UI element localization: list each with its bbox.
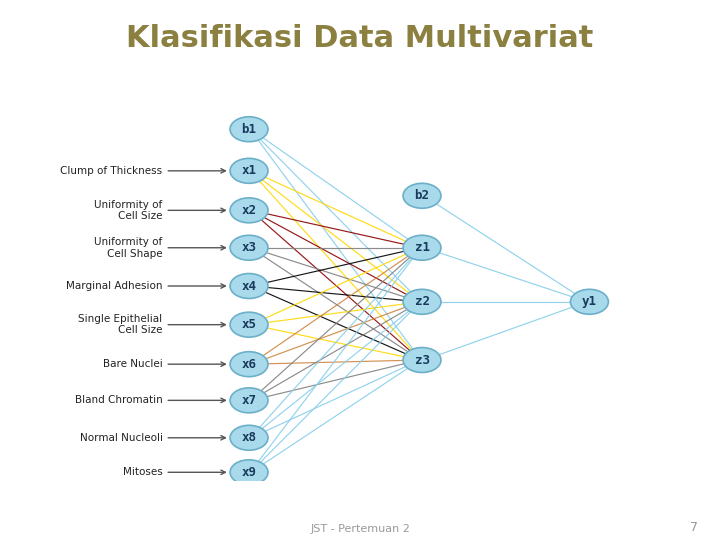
Text: Bare Nuclei: Bare Nuclei [103, 359, 163, 369]
Ellipse shape [403, 289, 441, 314]
Text: x1: x1 [241, 164, 256, 177]
Ellipse shape [403, 183, 441, 208]
Text: x4: x4 [241, 280, 256, 293]
Ellipse shape [230, 388, 268, 413]
Text: z2: z2 [415, 295, 430, 308]
Ellipse shape [230, 198, 268, 223]
Ellipse shape [403, 348, 441, 373]
Text: z3: z3 [415, 354, 430, 367]
Text: JST - Pertemuan 2: JST - Pertemuan 2 [310, 523, 410, 534]
Ellipse shape [230, 312, 268, 337]
Text: x7: x7 [241, 394, 256, 407]
Text: Klasifikasi Data Multivariat: Klasifikasi Data Multivariat [126, 24, 594, 53]
Text: Mitoses: Mitoses [123, 467, 163, 477]
Text: x2: x2 [241, 204, 256, 217]
Ellipse shape [230, 158, 268, 183]
Text: x8: x8 [241, 431, 256, 444]
Text: x6: x6 [241, 357, 256, 370]
Ellipse shape [230, 352, 268, 377]
Ellipse shape [403, 235, 441, 260]
Ellipse shape [230, 274, 268, 299]
Ellipse shape [230, 426, 268, 450]
Text: Uniformity of
Cell Shape: Uniformity of Cell Shape [94, 237, 163, 259]
Text: z1: z1 [415, 241, 430, 254]
Text: x9: x9 [241, 466, 256, 479]
Ellipse shape [230, 117, 268, 141]
Text: Uniformity of
Cell Size: Uniformity of Cell Size [94, 199, 163, 221]
Text: 7: 7 [690, 521, 698, 534]
Text: x3: x3 [241, 241, 256, 254]
Text: Clump of Thickness: Clump of Thickness [60, 166, 163, 176]
Text: Normal Nucleoli: Normal Nucleoli [79, 433, 163, 443]
Ellipse shape [230, 460, 268, 485]
Text: Marginal Adhesion: Marginal Adhesion [66, 281, 163, 291]
Text: b1: b1 [241, 123, 256, 136]
Text: y1: y1 [582, 295, 597, 308]
Ellipse shape [230, 235, 268, 260]
Ellipse shape [570, 289, 608, 314]
Text: Single Epithelial
Cell Size: Single Epithelial Cell Size [78, 314, 163, 335]
Text: b2: b2 [415, 190, 430, 202]
Text: x5: x5 [241, 318, 256, 331]
Text: Bland Chromatin: Bland Chromatin [75, 395, 163, 406]
